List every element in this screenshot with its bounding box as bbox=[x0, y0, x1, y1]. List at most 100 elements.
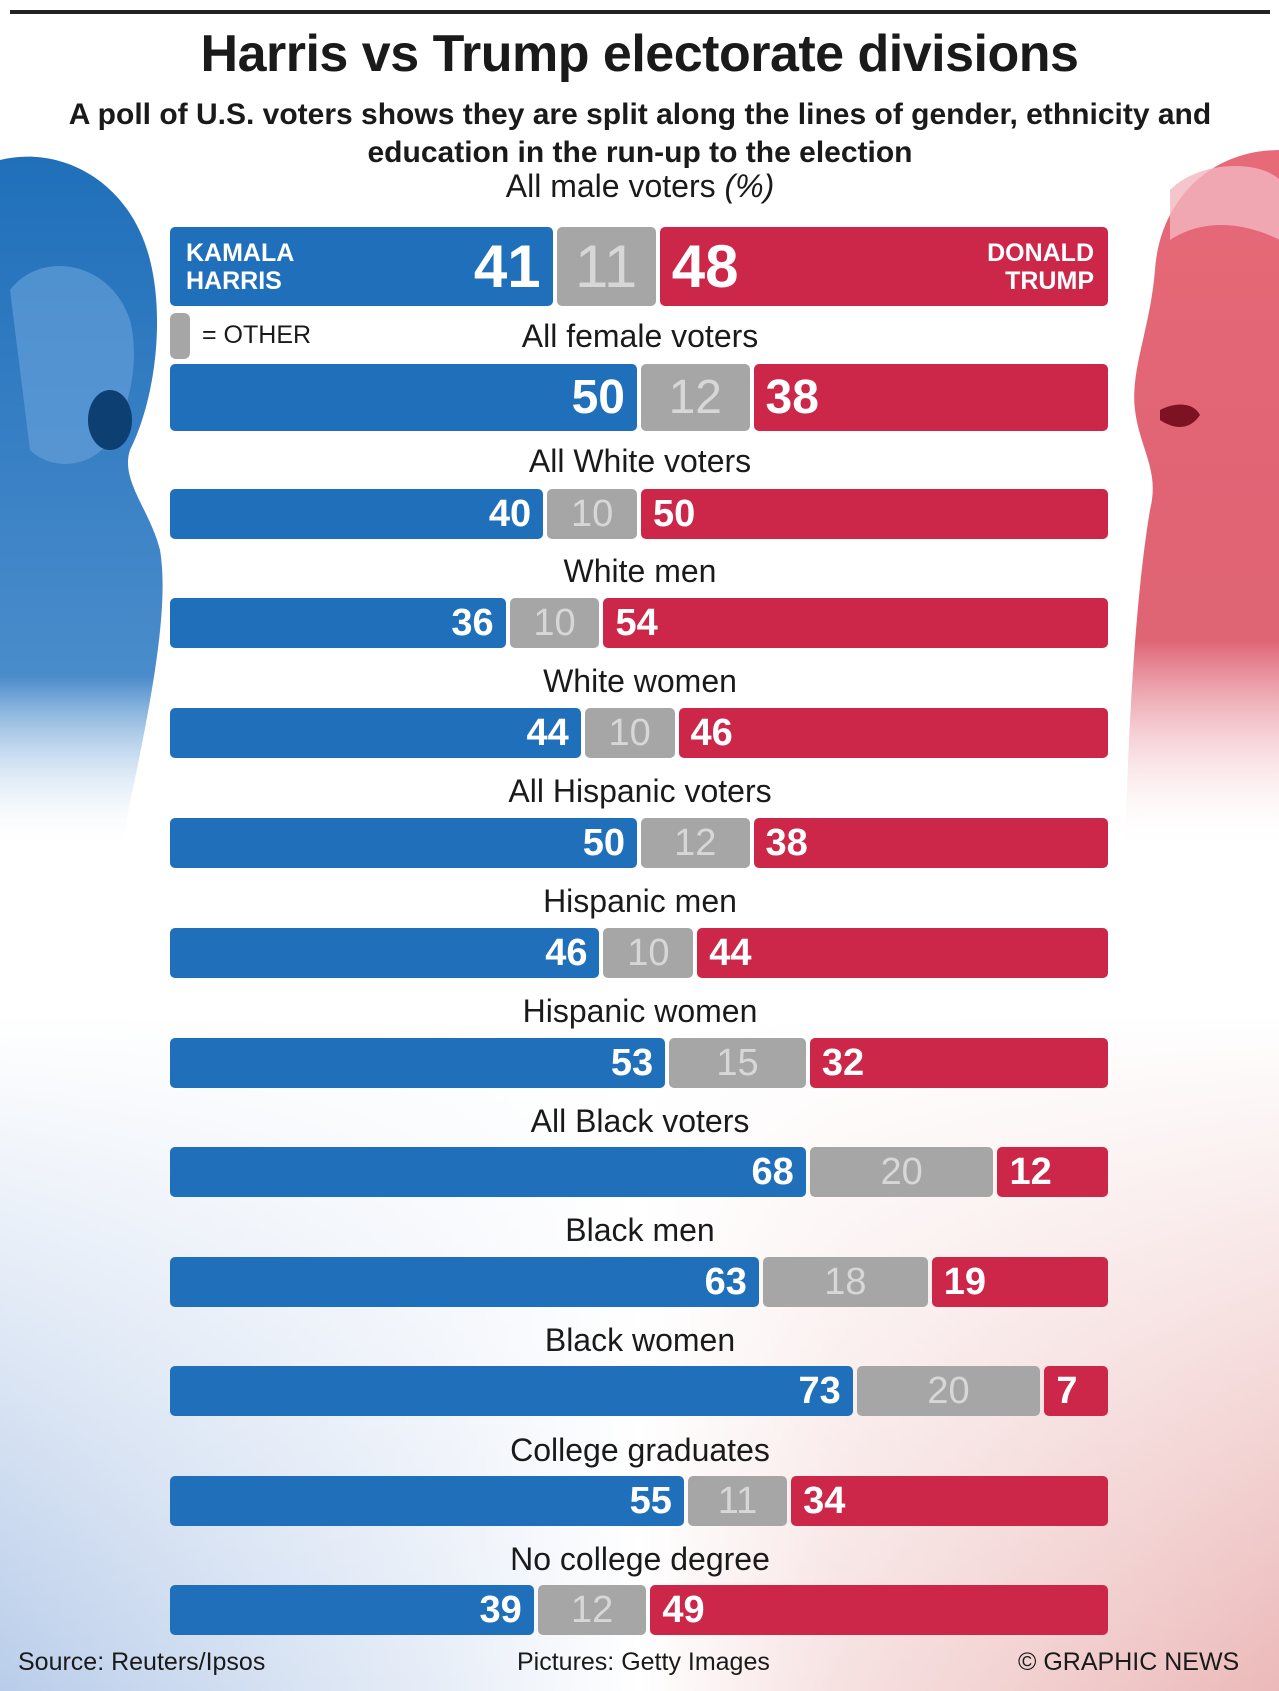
bar-row: 50 12 38 bbox=[170, 818, 1108, 868]
trump-bar bbox=[678, 708, 1108, 758]
trump-bar bbox=[809, 1038, 1108, 1088]
category-label: All female voters bbox=[170, 318, 1110, 355]
trump-value-label: 44 bbox=[709, 931, 752, 974]
trump-bar bbox=[931, 1257, 1108, 1307]
harris-name-label: KAMALA HARRIS bbox=[186, 227, 294, 306]
other-bar bbox=[687, 1476, 788, 1526]
other-bar bbox=[547, 489, 637, 539]
harris-value-label: 39 bbox=[479, 1588, 522, 1631]
category-text: All Hispanic voters bbox=[508, 773, 772, 809]
other-bar bbox=[669, 1038, 806, 1088]
other-value-label: 10 bbox=[627, 931, 670, 974]
trump-value-label: 50 bbox=[653, 492, 696, 535]
other-bar bbox=[556, 227, 656, 306]
trump-value-label: 46 bbox=[690, 711, 733, 754]
other-value-label: 10 bbox=[570, 492, 614, 535]
category-label: White women bbox=[170, 663, 1110, 700]
legend-other-swatch bbox=[170, 313, 190, 359]
other-value-label: 10 bbox=[608, 711, 651, 754]
harris-bar bbox=[170, 1257, 759, 1307]
trump-value-label: 12 bbox=[1009, 1150, 1052, 1193]
other-bar bbox=[809, 1147, 994, 1197]
category-text: White women bbox=[543, 663, 737, 699]
trump-name-line: DONALD bbox=[987, 238, 1094, 267]
harris-name-line: KAMALA bbox=[186, 238, 295, 267]
other-value-label: 20 bbox=[880, 1150, 923, 1193]
category-label: No college degree bbox=[170, 1541, 1110, 1578]
category-text: College graduates bbox=[510, 1432, 770, 1468]
other-bar bbox=[641, 364, 750, 431]
other-value-label: 20 bbox=[927, 1369, 970, 1412]
category-label: Black men bbox=[170, 1212, 1110, 1249]
other-bar bbox=[641, 818, 750, 868]
other-value-label: 15 bbox=[716, 1041, 759, 1084]
chart-title: Harris vs Trump electorate divisions bbox=[200, 25, 1079, 83]
category-label: All male voters (%) bbox=[170, 168, 1110, 205]
category-text: All Black voters bbox=[530, 1103, 750, 1139]
harris-bar bbox=[170, 364, 637, 431]
trump-value-label: 38 bbox=[765, 371, 819, 424]
trump-value-label: 48 bbox=[671, 233, 739, 300]
category-label: Hispanic men bbox=[170, 883, 1110, 920]
chart-subtitle: A poll of U.S. voters shows they are spl… bbox=[68, 98, 1212, 169]
bar-row: 41 11 48 KAMALA HARRIS DONALD TRUMP bbox=[170, 227, 1108, 306]
harris-value-label: 53 bbox=[610, 1041, 654, 1084]
harris-bar bbox=[170, 489, 544, 539]
trump-bar bbox=[753, 818, 1108, 868]
category-text: Hispanic men bbox=[543, 883, 737, 919]
trump-value-label: 38 bbox=[765, 821, 808, 864]
trump-bar bbox=[641, 489, 1108, 539]
trump-bar bbox=[603, 598, 1108, 648]
category-label: All White voters bbox=[170, 443, 1110, 480]
harris-value-label: 50 bbox=[571, 371, 625, 424]
trump-name-label: DONALD TRUMP bbox=[987, 227, 1094, 306]
bar-row: 39 12 49 bbox=[170, 1585, 1108, 1635]
trump-bar bbox=[791, 1476, 1108, 1526]
trump-name-line: TRUMP bbox=[1005, 266, 1094, 295]
harris-bar bbox=[170, 598, 506, 648]
harris-name-line: HARRIS bbox=[186, 266, 282, 295]
trump-value-label: 54 bbox=[615, 601, 658, 644]
bar-row: 46 10 44 bbox=[170, 928, 1108, 978]
other-value-label: 10 bbox=[533, 601, 576, 644]
other-value-label: 11 bbox=[575, 233, 638, 300]
category-label: Hispanic women bbox=[170, 993, 1110, 1030]
category-text: Black women bbox=[544, 1322, 736, 1358]
other-value-label: 11 bbox=[717, 1479, 758, 1522]
harris-value-label: 68 bbox=[751, 1150, 794, 1193]
trump-value-label: 34 bbox=[803, 1479, 846, 1522]
bar-row: 55 11 34 bbox=[170, 1476, 1108, 1526]
trump-bar bbox=[697, 928, 1108, 978]
other-value-label: 12 bbox=[674, 821, 717, 864]
trump-bar bbox=[997, 1147, 1108, 1197]
harris-value-label: 63 bbox=[704, 1260, 747, 1303]
bar-row: 36 10 54 bbox=[170, 598, 1108, 648]
harris-value-label: 50 bbox=[582, 821, 625, 864]
harris-bar bbox=[170, 1147, 806, 1197]
bar-row: 53 15 32 bbox=[170, 1038, 1108, 1088]
other-bar bbox=[762, 1257, 928, 1307]
other-bar bbox=[603, 928, 694, 978]
trump-bar bbox=[659, 227, 1108, 306]
trump-value-label: 32 bbox=[821, 1041, 865, 1084]
harris-value-label: 40 bbox=[488, 492, 532, 535]
other-bar bbox=[509, 598, 600, 648]
bar-row: 44 10 46 bbox=[170, 708, 1108, 758]
bar-row: 63 18 19 bbox=[170, 1257, 1108, 1307]
harris-bar bbox=[170, 1038, 666, 1088]
category-text: Black men bbox=[565, 1212, 715, 1248]
bar-row: 40 10 50 bbox=[170, 489, 1108, 539]
bar-row: 73 20 7 bbox=[170, 1366, 1108, 1416]
harris-value-label: 46 bbox=[545, 931, 588, 974]
other-value-label: 12 bbox=[668, 371, 722, 424]
trump-bar bbox=[1044, 1366, 1108, 1416]
category-label: College graduates bbox=[170, 1432, 1110, 1469]
category-text: No college degree bbox=[510, 1541, 770, 1577]
trump-bar bbox=[650, 1585, 1108, 1635]
harris-bar bbox=[170, 227, 553, 306]
category-text: All female voters bbox=[521, 318, 759, 354]
trump-value-label: 19 bbox=[943, 1260, 987, 1303]
harris-value-label: 55 bbox=[629, 1479, 672, 1522]
harris-value-label: 41 bbox=[473, 233, 541, 300]
category-label: Black women bbox=[170, 1322, 1110, 1359]
